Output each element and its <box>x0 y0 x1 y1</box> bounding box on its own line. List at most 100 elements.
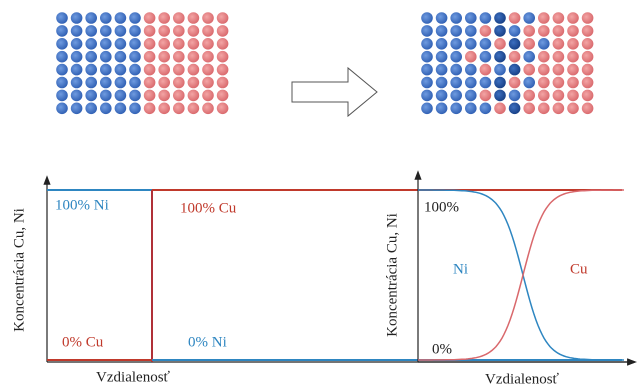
atom <box>56 51 68 63</box>
atom <box>465 12 477 24</box>
atom <box>100 51 112 63</box>
atom <box>508 51 520 63</box>
atom <box>143 12 155 24</box>
atom <box>187 76 199 88</box>
atom <box>494 38 506 50</box>
atom <box>421 25 433 37</box>
atom <box>216 63 228 75</box>
atom <box>479 12 491 24</box>
atom <box>523 51 535 63</box>
atom <box>114 51 126 63</box>
atom <box>158 89 170 101</box>
atom <box>202 25 214 37</box>
atom <box>508 102 520 114</box>
atom <box>552 51 564 63</box>
atom <box>129 76 141 88</box>
atom <box>450 51 462 63</box>
atom <box>567 89 579 101</box>
atom <box>56 63 68 75</box>
label: 0% <box>432 341 452 357</box>
atom <box>216 76 228 88</box>
atom <box>581 51 593 63</box>
atom <box>494 89 506 101</box>
atom <box>450 102 462 114</box>
atom <box>552 76 564 88</box>
atom <box>216 102 228 114</box>
atom <box>70 102 82 114</box>
atom <box>523 38 535 50</box>
atom <box>85 102 97 114</box>
atom <box>70 89 82 101</box>
arrow <box>292 68 377 116</box>
atom <box>552 89 564 101</box>
label: 100% <box>424 199 459 215</box>
atom <box>523 12 535 24</box>
atom <box>479 89 491 101</box>
atom <box>465 102 477 114</box>
atom <box>85 12 97 24</box>
atom <box>435 51 447 63</box>
atom <box>523 25 535 37</box>
atom <box>129 12 141 24</box>
atom <box>129 51 141 63</box>
atom <box>508 12 520 24</box>
atom <box>143 38 155 50</box>
atom <box>202 51 214 63</box>
atom <box>143 76 155 88</box>
atom <box>187 89 199 101</box>
plot-after: 100% 0% Ni Cu Koncentrácia Cu, Ni Vzdial… <box>384 175 632 387</box>
atom <box>435 76 447 88</box>
atom <box>508 89 520 101</box>
atom <box>158 25 170 37</box>
atom <box>85 76 97 88</box>
atom <box>70 38 82 50</box>
atom <box>435 63 447 75</box>
atom <box>56 12 68 24</box>
atom <box>508 63 520 75</box>
atom <box>143 51 155 63</box>
atom <box>85 63 97 75</box>
ni-curve <box>418 190 624 360</box>
atom <box>100 25 112 37</box>
atom <box>552 38 564 50</box>
atom <box>114 89 126 101</box>
atom <box>173 102 185 114</box>
atom <box>187 38 199 50</box>
atom <box>479 38 491 50</box>
atom <box>465 63 477 75</box>
atom <box>85 89 97 101</box>
atom <box>216 89 228 101</box>
atom <box>494 12 506 24</box>
atom <box>216 51 228 63</box>
atom <box>552 63 564 75</box>
atom <box>421 12 433 24</box>
atom <box>114 25 126 37</box>
atom <box>581 63 593 75</box>
atom <box>158 12 170 24</box>
atom <box>523 102 535 114</box>
atom <box>523 89 535 101</box>
atom <box>552 12 564 24</box>
atom <box>421 89 433 101</box>
atom <box>114 76 126 88</box>
atom <box>187 63 199 75</box>
atom <box>100 12 112 24</box>
atom <box>494 25 506 37</box>
atom <box>479 76 491 88</box>
atom-grid-before <box>56 12 229 115</box>
atom <box>538 38 550 50</box>
atom <box>421 51 433 63</box>
atom <box>581 76 593 88</box>
plot-before: 100% Ni 100% Cu 0% Cu 0% Ni Koncentrácia… <box>11 180 632 385</box>
atom <box>479 51 491 63</box>
atom <box>421 102 433 114</box>
atom <box>129 102 141 114</box>
x-axis-label: Vzdialenosť <box>485 371 559 387</box>
atom <box>538 63 550 75</box>
atom <box>435 25 447 37</box>
atom <box>143 25 155 37</box>
page: 100% Ni 100% Cu 0% Cu 0% Ni Koncentrácia… <box>0 0 638 387</box>
atom <box>70 25 82 37</box>
atom <box>581 89 593 101</box>
atom <box>450 89 462 101</box>
